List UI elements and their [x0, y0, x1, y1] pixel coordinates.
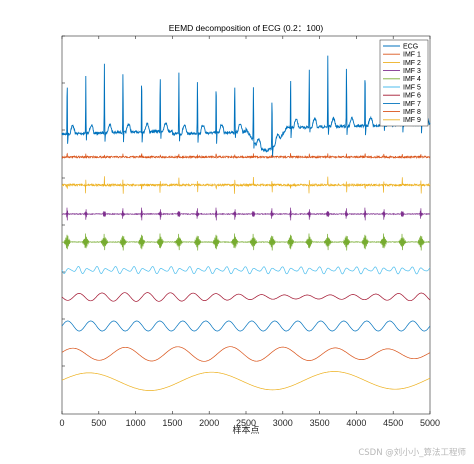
legend-label: IMF 4 — [403, 76, 421, 83]
legend-label: IMF 8 — [403, 109, 421, 116]
series-line-ecg — [61, 55, 431, 158]
x-tick-label: 4000 — [346, 418, 366, 428]
plot-axes — [61, 35, 431, 415]
series-line-imf-1 — [61, 152, 431, 160]
legend-label: IMF 6 — [403, 93, 421, 100]
series-line-imf-9 — [61, 371, 431, 391]
series-layer — [61, 55, 431, 391]
chart-title: EEMD decomposition of ECG (0.2：100) — [169, 23, 324, 33]
series-line-imf-4 — [61, 233, 430, 251]
x-tick-label: 1000 — [126, 418, 146, 428]
legend-label: ECG — [403, 43, 418, 50]
x-tick-label: 1500 — [162, 418, 182, 428]
x-ticks: 0 500 1000 1500 2000 2500 3000 3500 4000 4500 5000 — [59, 36, 440, 428]
legend-label: IMF 3 — [403, 68, 421, 75]
y-ticks — [62, 35, 65, 367]
x-tick-label: 2000 — [199, 418, 219, 428]
series-line-imf-2 — [61, 176, 431, 194]
series-line-imf-7 — [61, 320, 431, 332]
series-line-imf-5 — [61, 266, 431, 275]
legend-label: IMF 2 — [403, 60, 421, 67]
x-tick-label: 3000 — [273, 418, 293, 428]
x-tick-label: 500 — [91, 418, 106, 428]
legend-label: IMF 7 — [403, 101, 421, 108]
series-line-imf-6 — [61, 292, 431, 302]
x-tick-label: 4500 — [383, 418, 403, 428]
x-tick-label: 3500 — [310, 418, 330, 428]
legend-label: IMF 9 — [403, 117, 421, 124]
legend-label: IMF 5 — [403, 84, 421, 91]
legend-label: IMF 1 — [403, 52, 421, 59]
x-axis-label: 样本点 — [232, 424, 259, 436]
x-tick-label: 0 — [59, 418, 64, 428]
x-tick-label: 5000 — [420, 418, 440, 428]
series-line-imf-8 — [61, 346, 431, 362]
series-line-imf-3 — [61, 207, 431, 221]
watermark: CSDN @刘小小_算法工程师 — [358, 448, 466, 458]
x-tick-label: 2500 — [236, 418, 256, 428]
